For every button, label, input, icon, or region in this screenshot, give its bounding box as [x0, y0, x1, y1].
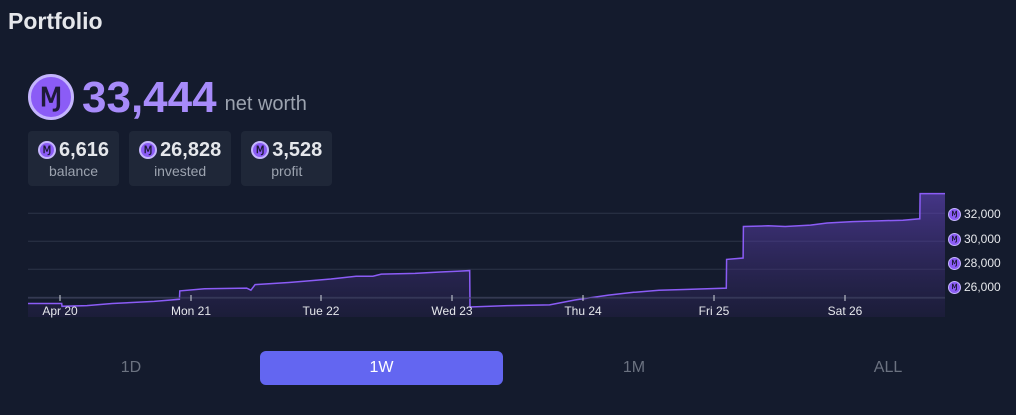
stat-label: profit: [271, 162, 303, 179]
stat-value: 6,616: [59, 138, 110, 161]
mana-coin-icon: Ɱ: [948, 207, 961, 221]
stat-value: 3,528: [272, 138, 323, 161]
x-tick-label: Mon 21: [171, 304, 211, 318]
page-title: Portfolio: [8, 8, 103, 34]
mana-coin-icon: Ɱ: [38, 141, 56, 159]
stats-row: Ɱ 6,616 balance Ɱ 26,828 invested Ɱ 3,52…: [28, 131, 333, 186]
mana-coin-icon: Ɱ: [948, 256, 961, 270]
y-axis-labels: Ɱ 32,000 Ɱ 30,000 Ɱ 28,000 Ɱ 26,000: [948, 188, 1016, 328]
y-tick-text: 28,000: [964, 256, 1001, 270]
y-tick-label: Ɱ 26,000: [948, 280, 1001, 294]
net-worth: Ɱ 33,444 net worth: [28, 74, 307, 120]
stat-value: 26,828: [160, 138, 222, 161]
y-tick-text: 30,000: [964, 232, 1001, 246]
chart-area: [28, 193, 945, 317]
net-worth-label: net worth: [224, 93, 307, 115]
tab-1w[interactable]: 1W: [260, 351, 503, 385]
x-tick-label: Apr 20: [42, 304, 78, 318]
mana-coin-icon: Ɱ: [28, 74, 74, 120]
chart-line: [28, 192, 945, 308]
y-tick-label: Ɱ 28,000: [948, 256, 1001, 270]
mana-coin-icon: Ɱ: [948, 232, 961, 246]
x-axis-ticks: Apr 20 Mon 21 Tue 22 Wed 23 Thu 24 Fri 25 Sat …: [42, 295, 863, 318]
x-tick-label: Fri 25: [699, 304, 730, 318]
mana-coin-icon: Ɱ: [139, 141, 158, 159]
y-tick-text: 26,000: [964, 280, 1001, 294]
x-tick-label: Sat 26: [828, 304, 863, 318]
stat-balance: Ɱ 6,616 balance: [28, 131, 120, 186]
portfolio-chart[interactable]: Apr 20 Mon 21 Tue 22 Wed 23 Thu 24 Fri 25 Sat …: [0, 188, 945, 328]
stat-label: balance: [49, 162, 99, 179]
x-tick-label: Tue 22: [303, 304, 340, 318]
y-tick-label: Ɱ 32,000: [948, 207, 1001, 221]
tab-1d[interactable]: 1D: [120, 359, 142, 376]
time-range-tabs: 1D 1W 1M ALL: [0, 351, 1016, 385]
mana-coin-icon: Ɱ: [251, 141, 270, 159]
y-tick-text: 32,000: [964, 207, 1001, 221]
x-tick-label: Thu 24: [564, 304, 602, 318]
stat-label: invested: [154, 162, 207, 179]
y-tick-label: Ɱ 30,000: [948, 232, 1001, 246]
stat-profit: Ɱ 3,528 profit: [241, 131, 333, 186]
tab-all[interactable]: ALL: [873, 359, 903, 376]
net-worth-value: 33,444: [82, 73, 217, 122]
tab-1m[interactable]: 1M: [622, 359, 646, 376]
stat-invested: Ɱ 26,828 invested: [129, 131, 232, 186]
mana-coin-icon: Ɱ: [948, 280, 961, 294]
x-tick-label: Wed 23: [431, 304, 472, 318]
